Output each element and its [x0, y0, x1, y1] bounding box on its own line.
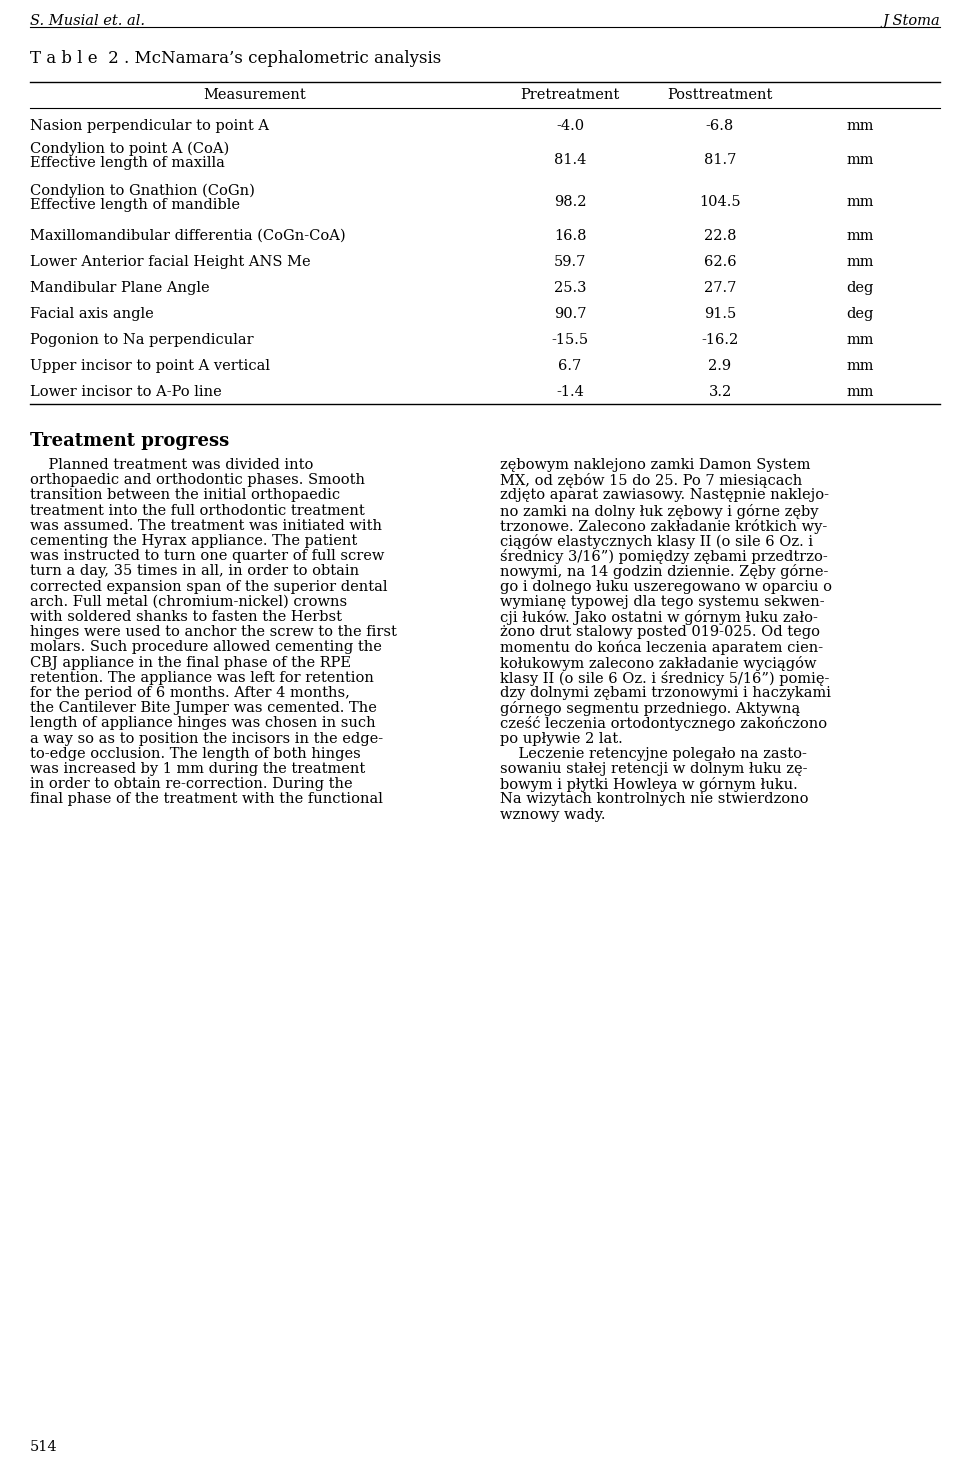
Text: 6.7: 6.7 [559, 359, 582, 374]
Text: mm: mm [847, 385, 874, 398]
Text: deg: deg [847, 282, 874, 295]
Text: -1.4: -1.4 [556, 385, 584, 398]
Text: Effective length of maxilla: Effective length of maxilla [30, 156, 225, 171]
Text: 59.7: 59.7 [554, 255, 587, 268]
Text: 81.7: 81.7 [704, 153, 736, 166]
Text: 91.5: 91.5 [704, 306, 736, 321]
Text: for the period of 6 months. After 4 months,: for the period of 6 months. After 4 mont… [30, 686, 349, 700]
Text: zębowym naklejono zamki Damon System: zębowym naklejono zamki Damon System [500, 458, 810, 473]
Text: J Stoma: J Stoma [882, 15, 940, 28]
Text: 25.3: 25.3 [554, 282, 587, 295]
Text: -15.5: -15.5 [551, 333, 588, 347]
Text: Na wizytach kontrolnych nie stwierdzono: Na wizytach kontrolnych nie stwierdzono [500, 792, 808, 807]
Text: wymianę typowej dla tego systemu sekwen-: wymianę typowej dla tego systemu sekwen- [500, 595, 825, 608]
Text: Maxillomandibular differentia (CoGn-CoA): Maxillomandibular differentia (CoGn-CoA) [30, 229, 346, 244]
Text: Pretreatment: Pretreatment [520, 88, 619, 102]
Text: mm: mm [847, 153, 874, 166]
Text: nowymi, na 14 godzin dziennie. Zęby górne-: nowymi, na 14 godzin dziennie. Zęby górn… [500, 565, 828, 579]
Text: 104.5: 104.5 [699, 196, 741, 209]
Text: sowaniu stałej retencji w dolnym łuku zę-: sowaniu stałej retencji w dolnym łuku zę… [500, 762, 807, 776]
Text: zdjęto aparat zawiasowy. Następnie naklejo-: zdjęto aparat zawiasowy. Następnie nakle… [500, 489, 829, 502]
Text: 16.8: 16.8 [554, 229, 587, 244]
Text: corrected expansion span of the superior dental: corrected expansion span of the superior… [30, 579, 388, 594]
Text: Nasion perpendicular to point A: Nasion perpendicular to point A [30, 120, 269, 133]
Text: go i dolnego łuku uszeregowano w oparciu o: go i dolnego łuku uszeregowano w oparciu… [500, 579, 832, 594]
Text: transition between the initial orthopaedic: transition between the initial orthopaed… [30, 489, 340, 502]
Text: mm: mm [847, 333, 874, 347]
Text: cji łuków. Jako ostatni w górnym łuku zało-: cji łuków. Jako ostatni w górnym łuku za… [500, 610, 818, 624]
Text: wznowy wady.: wznowy wady. [500, 808, 606, 821]
Text: CBJ appliance in the final phase of the RPE: CBJ appliance in the final phase of the … [30, 655, 351, 670]
Text: hinges were used to anchor the screw to the first: hinges were used to anchor the screw to … [30, 626, 396, 639]
Text: Facial axis angle: Facial axis angle [30, 306, 154, 321]
Text: a way so as to position the incisors in the edge-: a way so as to position the incisors in … [30, 731, 383, 746]
Text: momentu do końca leczenia aparatem cien-: momentu do końca leczenia aparatem cien- [500, 641, 823, 655]
Text: mm: mm [847, 359, 874, 374]
Text: mm: mm [847, 196, 874, 209]
Text: 81.4: 81.4 [554, 153, 587, 166]
Text: Leczenie retencyjne polegało na zasto-: Leczenie retencyjne polegało na zasto- [500, 747, 806, 760]
Text: Lower incisor to A-Po line: Lower incisor to A-Po line [30, 385, 222, 398]
Text: the Cantilever Bite Jumper was cemented. The: the Cantilever Bite Jumper was cemented.… [30, 702, 377, 715]
Text: klasy II (o sile 6 Oz. i średnicy 5/16”) pomię-: klasy II (o sile 6 Oz. i średnicy 5/16”)… [500, 671, 829, 686]
Text: S. Musial et. al.: S. Musial et. al. [30, 15, 145, 28]
Text: 3.2: 3.2 [708, 385, 732, 398]
Text: 98.2: 98.2 [554, 196, 587, 209]
Text: dzy dolnymi zębami trzonowymi i haczykami: dzy dolnymi zębami trzonowymi i haczykam… [500, 686, 831, 700]
Text: mm: mm [847, 255, 874, 268]
Text: średnicy 3/16”) pomiędzy zębami przedtrzo-: średnicy 3/16”) pomiędzy zębami przedtrz… [500, 549, 828, 565]
Text: no zamki na dolny łuk zębowy i górne zęby: no zamki na dolny łuk zębowy i górne zęb… [500, 503, 819, 518]
Text: length of appliance hinges was chosen in such: length of appliance hinges was chosen in… [30, 716, 375, 731]
Text: arch. Full metal (chromium-nickel) crowns: arch. Full metal (chromium-nickel) crown… [30, 595, 348, 608]
Text: 2.9: 2.9 [708, 359, 732, 374]
Text: -4.0: -4.0 [556, 120, 584, 133]
Text: Mandibular Plane Angle: Mandibular Plane Angle [30, 282, 209, 295]
Text: was assumed. The treatment was initiated with: was assumed. The treatment was initiated… [30, 519, 382, 533]
Text: -16.2: -16.2 [702, 333, 738, 347]
Text: cześć leczenia ortodontycznego zakończono: cześć leczenia ortodontycznego zakończon… [500, 716, 828, 731]
Text: 27.7: 27.7 [704, 282, 736, 295]
Text: 62.6: 62.6 [704, 255, 736, 268]
Text: final phase of the treatment with the functional: final phase of the treatment with the fu… [30, 792, 383, 807]
Text: with soldered shanks to fasten the Herbst: with soldered shanks to fasten the Herbs… [30, 610, 342, 624]
Text: Measurement: Measurement [204, 88, 306, 102]
Text: T a b l e  2 . McNamara’s cephalometric analysis: T a b l e 2 . McNamara’s cephalometric a… [30, 50, 442, 67]
Text: to-edge occlusion. The length of both hinges: to-edge occlusion. The length of both hi… [30, 747, 361, 760]
Text: 90.7: 90.7 [554, 306, 587, 321]
Text: Treatment progress: Treatment progress [30, 432, 229, 449]
Text: Effective length of mandible: Effective length of mandible [30, 198, 240, 213]
Text: MX, od zębów 15 do 25. Po 7 miesiącach: MX, od zębów 15 do 25. Po 7 miesiącach [500, 473, 803, 489]
Text: 22.8: 22.8 [704, 229, 736, 244]
Text: orthopaedic and orthodontic phases. Smooth: orthopaedic and orthodontic phases. Smoo… [30, 473, 365, 487]
Text: mm: mm [847, 120, 874, 133]
Text: molars. Such procedure allowed cementing the: molars. Such procedure allowed cementing… [30, 641, 382, 655]
Text: Condylion to point A (CoA): Condylion to point A (CoA) [30, 142, 229, 156]
Text: treatment into the full orthodontic treatment: treatment into the full orthodontic trea… [30, 503, 365, 518]
Text: kołukowym zalecono zakładanie wyciągów: kołukowym zalecono zakładanie wyciągów [500, 655, 817, 671]
Text: Posttreatment: Posttreatment [667, 88, 773, 102]
Text: Upper incisor to point A vertical: Upper incisor to point A vertical [30, 359, 270, 374]
Text: retention. The appliance was left for retention: retention. The appliance was left for re… [30, 671, 373, 684]
Text: mm: mm [847, 229, 874, 244]
Text: po upływie 2 lat.: po upływie 2 lat. [500, 731, 623, 746]
Text: -6.8: -6.8 [706, 120, 734, 133]
Text: turn a day, 35 times in all, in order to obtain: turn a day, 35 times in all, in order to… [30, 565, 359, 578]
Text: górnego segmentu przedniego. Aktywną: górnego segmentu przedniego. Aktywną [500, 702, 801, 716]
Text: bowym i płytki Howleya w górnym łuku.: bowym i płytki Howleya w górnym łuku. [500, 778, 798, 792]
Text: was increased by 1 mm during the treatment: was increased by 1 mm during the treatme… [30, 762, 365, 776]
Text: in order to obtain re-correction. During the: in order to obtain re-correction. During… [30, 778, 352, 791]
Text: Lower Anterior facial Height ANS Me: Lower Anterior facial Height ANS Me [30, 255, 311, 268]
Text: Pogonion to Na perpendicular: Pogonion to Na perpendicular [30, 333, 253, 347]
Text: żono drut stalowy posted 019-025. Od tego: żono drut stalowy posted 019-025. Od teg… [500, 626, 820, 639]
Text: 514: 514 [30, 1440, 58, 1455]
Text: was instructed to turn one quarter of full screw: was instructed to turn one quarter of fu… [30, 549, 384, 563]
Text: cementing the Hyrax appliance. The patient: cementing the Hyrax appliance. The patie… [30, 534, 357, 549]
Text: deg: deg [847, 306, 874, 321]
Text: Condylion to Gnathion (CoGn): Condylion to Gnathion (CoGn) [30, 184, 254, 198]
Text: ciągów elastycznych klasy II (o sile 6 Oz. i: ciągów elastycznych klasy II (o sile 6 O… [500, 534, 813, 549]
Text: Planned treatment was divided into: Planned treatment was divided into [30, 458, 313, 473]
Text: trzonowe. Zalecono zakładanie krótkich wy-: trzonowe. Zalecono zakładanie krótkich w… [500, 519, 828, 534]
